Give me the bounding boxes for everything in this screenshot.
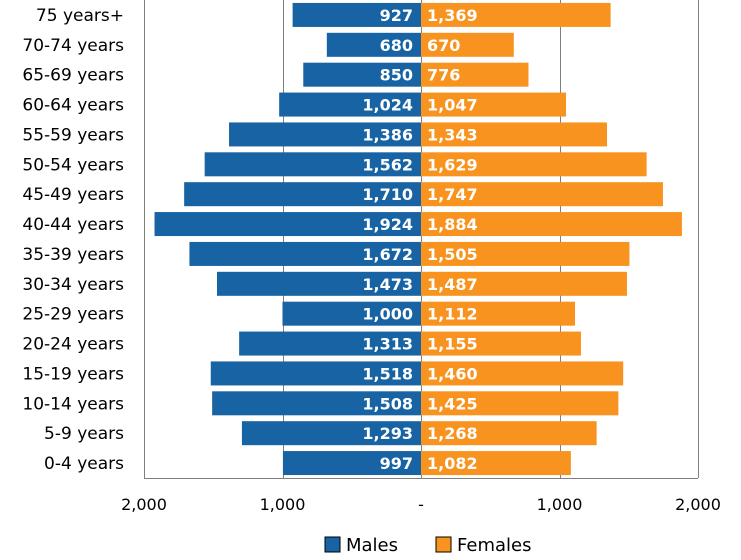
x-tick-label: 2,000	[121, 495, 167, 514]
bar-label-males: 1,473	[362, 275, 413, 294]
bar-label-females: 1,369	[427, 6, 478, 25]
bar-label-females: 1,487	[427, 275, 478, 294]
category-label: 30-34 years	[22, 275, 124, 295]
bar-females	[421, 182, 663, 207]
bar-label-males: 680	[380, 36, 413, 55]
bar-label-females: 670	[427, 36, 460, 55]
legend-swatch-females	[435, 536, 452, 553]
bar-females	[421, 301, 576, 326]
bar-females	[421, 212, 682, 237]
bar-label-males: 1,000	[362, 305, 413, 324]
bar-label-males: 1,562	[362, 155, 413, 174]
bar-males	[212, 391, 421, 416]
bar-label-males: 997	[380, 454, 413, 473]
bar-females	[421, 122, 608, 147]
category-labels: 75 years+ 70-74 years 65-69 years 60-64 yea…	[22, 6, 124, 474]
bar-females	[421, 152, 647, 177]
bar-females	[421, 391, 619, 416]
bar-females	[421, 241, 630, 266]
bar-males	[292, 2, 421, 27]
bar-label-males: 1,518	[362, 364, 413, 383]
legend-label-males: Males	[346, 535, 398, 556]
category-label: 70-74 years	[22, 36, 124, 56]
category-label: 60-64 years	[22, 96, 124, 116]
x-axis-ticks: 2,000 1,000 - 1,000 2,000	[121, 495, 721, 514]
bar-males	[239, 331, 421, 356]
category-label: 50-54 years	[22, 155, 124, 175]
bar-males	[303, 62, 421, 87]
bar-males	[154, 212, 421, 237]
bar-females	[421, 271, 627, 296]
bar-label-males: 1,924	[362, 215, 413, 234]
bar-females	[421, 92, 567, 117]
bar-label-females: 1,629	[427, 155, 478, 174]
x-tick-label: 2,000	[675, 495, 721, 514]
category-label: 65-69 years	[22, 66, 124, 86]
category-label: 0-4 years	[44, 454, 124, 474]
bar-females	[421, 62, 529, 87]
bar-males	[184, 182, 421, 207]
bar-females	[421, 2, 611, 27]
bar-label-females: 776	[427, 66, 460, 85]
bar-males	[282, 301, 421, 326]
category-label: 75 years+	[36, 6, 124, 26]
legend: Males Females	[324, 535, 531, 556]
bar-females	[421, 451, 571, 476]
bar-label-males: 850	[380, 66, 413, 85]
bar-label-males: 1,293	[362, 424, 413, 443]
bar-males	[241, 421, 421, 446]
bar-label-females: 1,155	[427, 335, 478, 354]
category-label: 45-49 years	[22, 185, 124, 205]
category-label: 15-19 years	[22, 364, 124, 384]
x-tick-label: 1,000	[260, 495, 306, 514]
bar-label-females: 1,082	[427, 454, 478, 473]
bar-label-females: 1,747	[427, 185, 478, 204]
category-label: 5-9 years	[44, 424, 124, 444]
x-tick-label: 1,000	[537, 495, 583, 514]
bar-males	[279, 92, 421, 117]
bar-label-females: 1,425	[427, 394, 478, 413]
bar-females	[421, 421, 597, 446]
bars: 927 1,369 680 670 850 776 1,024 1,047 1,386 1,343…	[154, 2, 682, 476]
bar-males	[229, 122, 421, 147]
bar-label-females: 1,343	[427, 125, 478, 144]
bar-label-females: 1,884	[427, 215, 478, 234]
bar-males	[210, 361, 421, 386]
bar-females	[421, 361, 624, 386]
bar-label-males: 927	[380, 6, 413, 25]
bar-label-females: 1,112	[427, 305, 478, 324]
category-label: 25-29 years	[22, 305, 124, 325]
category-label: 55-59 years	[22, 125, 124, 145]
category-label: 35-39 years	[22, 245, 124, 265]
legend-label-females: Females	[457, 535, 531, 556]
bar-males	[189, 241, 421, 266]
bar-label-males: 1,386	[362, 125, 413, 144]
bar-females	[421, 32, 514, 57]
bar-females	[421, 331, 581, 356]
category-label: 10-14 years	[22, 394, 124, 414]
category-label: 40-44 years	[22, 215, 124, 235]
bar-label-males: 1,710	[362, 185, 413, 204]
bar-label-males: 1,672	[362, 245, 413, 264]
bar-males	[204, 152, 421, 177]
bar-label-males: 1,508	[362, 394, 413, 413]
bar-label-females: 1,460	[427, 364, 478, 383]
bar-label-females: 1,047	[427, 96, 478, 115]
x-tick-label: -	[418, 495, 424, 514]
bar-males	[282, 451, 421, 476]
legend-swatch-males	[324, 536, 341, 553]
bar-label-males: 1,313	[362, 335, 413, 354]
bar-label-males: 1,024	[362, 96, 413, 115]
bar-label-females: 1,268	[427, 424, 478, 443]
bar-males	[216, 271, 421, 296]
category-label: 20-24 years	[22, 335, 124, 355]
bar-label-females: 1,505	[427, 245, 478, 264]
bar-males	[326, 32, 421, 57]
